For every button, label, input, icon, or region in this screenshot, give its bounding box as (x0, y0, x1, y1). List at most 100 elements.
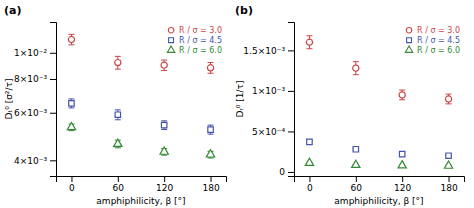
legend-label: R / σ = 6.0 (417, 46, 460, 55)
marker (115, 59, 121, 65)
legend-label: R / σ = 3.0 (179, 26, 222, 35)
marker (353, 65, 359, 71)
marker (207, 65, 213, 71)
tick-mark (402, 176, 403, 182)
tick-mark (449, 176, 450, 182)
tick-mark (356, 176, 357, 182)
error-bar (68, 99, 74, 108)
tick: 1×10⁻³ (252, 86, 294, 96)
tick-label: 1×10⁻³ (252, 86, 285, 96)
tick-label: 0 (279, 167, 285, 177)
y-axis-title: Dₜ⁰ [σ²/τ] (4, 79, 14, 120)
error-bar (446, 94, 452, 104)
series (306, 139, 451, 158)
tick-label: 6×10⁻³ (14, 108, 47, 118)
tick-label: 1×10⁻² (14, 48, 47, 58)
figure: 0 60 120 180 4×10⁻³ 6×10⁻³ 8×10⁻³ 1×10⁻² R / σ =… (0, 0, 474, 208)
legend-item: R / σ = 6.0 (167, 46, 222, 55)
x-axis: 0 60 120 180 (295, 176, 465, 193)
axis-line (288, 23, 295, 177)
tick-label: 8×10⁻³ (14, 74, 47, 84)
legend-marker (405, 46, 412, 52)
series (67, 122, 214, 158)
legend-item: R / σ = 6.0 (405, 46, 460, 55)
marker (114, 139, 122, 146)
legend-label: R / σ = 3.0 (417, 26, 460, 35)
error-bar (161, 121, 167, 130)
tick-mark (50, 113, 56, 114)
tick-mark (288, 50, 294, 51)
legend-label: R / σ = 6.0 (179, 46, 222, 55)
legend-marker (168, 27, 174, 33)
tick: 8×10⁻³ (14, 74, 56, 84)
error-bar (68, 34, 74, 44)
tick: 120 (156, 176, 173, 193)
marker (67, 122, 75, 129)
axis-line (57, 177, 227, 183)
marker (445, 96, 451, 102)
error-bar (115, 56, 121, 69)
marker (305, 158, 313, 165)
tick-mark (50, 79, 56, 80)
tick-label: 0 (69, 183, 75, 193)
legend-item: R / σ = 4.5 (407, 36, 460, 45)
tick-label: 5×10⁻⁴ (252, 127, 285, 137)
marker (115, 112, 120, 117)
tick: 60 (351, 176, 363, 193)
panel-label: (b) (235, 4, 253, 17)
series (305, 158, 452, 168)
marker (307, 139, 312, 144)
tick: 6×10⁻³ (14, 108, 56, 118)
tick: 180 (440, 176, 457, 193)
marker (398, 161, 406, 168)
tick-mark (118, 176, 119, 182)
tick: 0 (307, 176, 313, 193)
legend-label: R / σ = 4.5 (417, 36, 460, 45)
legend-marker (407, 38, 412, 43)
error-bar (208, 63, 214, 74)
tick-mark (164, 176, 165, 182)
tick: 120 (394, 176, 411, 193)
y-axis-title: Dᵣ⁰ [1/τ] (235, 81, 245, 118)
error-bar (208, 125, 214, 134)
plot-area (305, 36, 452, 168)
tick-label: 180 (440, 183, 457, 193)
marker (160, 147, 168, 154)
legend-marker (167, 46, 174, 52)
legend: R / σ = 3.0R / σ = 4.5R / σ = 6.0 (405, 26, 460, 55)
tick: 4×10⁻³ (14, 156, 56, 166)
tick-mark (309, 176, 310, 182)
panel-label: (a) (4, 4, 21, 17)
error-bar (353, 62, 359, 75)
marker (399, 151, 404, 156)
legend-label: R / σ = 4.5 (179, 36, 222, 45)
error-bar (399, 90, 405, 100)
tick: 60 (113, 176, 125, 193)
marker (352, 160, 360, 167)
legend-marker (169, 38, 174, 43)
marker (446, 153, 451, 158)
tick: 0 (279, 167, 294, 177)
panel: 0 60 120 180 0 5×10⁻⁴ 1×10⁻³ 1.5×10⁻³ R / σ = 3.… (235, 4, 465, 206)
marker (353, 147, 358, 152)
error-bar (161, 60, 167, 70)
tick-mark (288, 172, 294, 173)
tick-mark (71, 176, 72, 182)
tick-mark (50, 53, 56, 54)
tick: 1.5×10⁻³ (243, 46, 294, 56)
tick-mark (211, 176, 212, 182)
tick: 180 (202, 176, 219, 193)
marker (161, 122, 166, 127)
legend-marker (406, 27, 412, 33)
marker (444, 161, 452, 168)
error-bar (115, 110, 121, 120)
x-axis-title: amphiphilicity, β [°] (96, 196, 185, 206)
series (68, 99, 213, 134)
tick-label: 60 (351, 183, 363, 193)
marker (161, 62, 167, 68)
x-axis: 0 60 120 180 (57, 176, 227, 193)
axis-line (50, 23, 57, 177)
marker (208, 127, 213, 132)
tick-mark (288, 91, 294, 92)
tick-label: 4×10⁻³ (14, 156, 47, 166)
